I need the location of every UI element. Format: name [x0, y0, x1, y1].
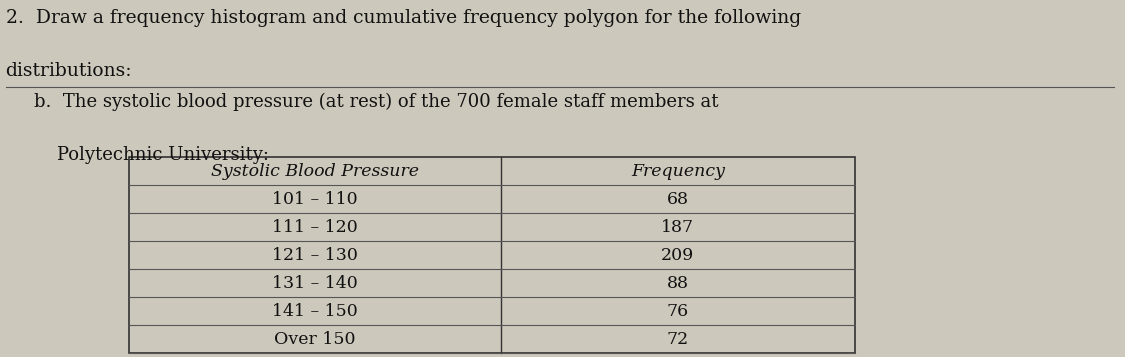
Text: 76: 76 [667, 303, 688, 320]
Text: 101 – 110: 101 – 110 [272, 191, 358, 208]
Text: Polytechnic University:: Polytechnic University: [34, 146, 269, 164]
Text: 121 – 130: 121 – 130 [272, 247, 358, 264]
Text: 141 – 150: 141 – 150 [272, 303, 358, 320]
Text: 88: 88 [667, 275, 688, 292]
Text: distributions:: distributions: [6, 62, 132, 80]
Text: b.  The systolic blood pressure (at rest) of the 700 female staff members at: b. The systolic blood pressure (at rest)… [34, 93, 718, 111]
Text: 2.  Draw a frequency histogram and cumulative frequency polygon for the followin: 2. Draw a frequency histogram and cumula… [6, 9, 801, 27]
Text: 131 – 140: 131 – 140 [272, 275, 358, 292]
Text: 209: 209 [662, 247, 694, 264]
Text: 68: 68 [667, 191, 688, 208]
Text: Frequency: Frequency [631, 162, 725, 180]
Text: Over 150: Over 150 [274, 331, 356, 348]
Text: Systolic Blood Pressure: Systolic Blood Pressure [212, 162, 418, 180]
Text: 72: 72 [667, 331, 688, 348]
Text: 111 – 120: 111 – 120 [272, 219, 358, 236]
Text: 187: 187 [662, 219, 694, 236]
